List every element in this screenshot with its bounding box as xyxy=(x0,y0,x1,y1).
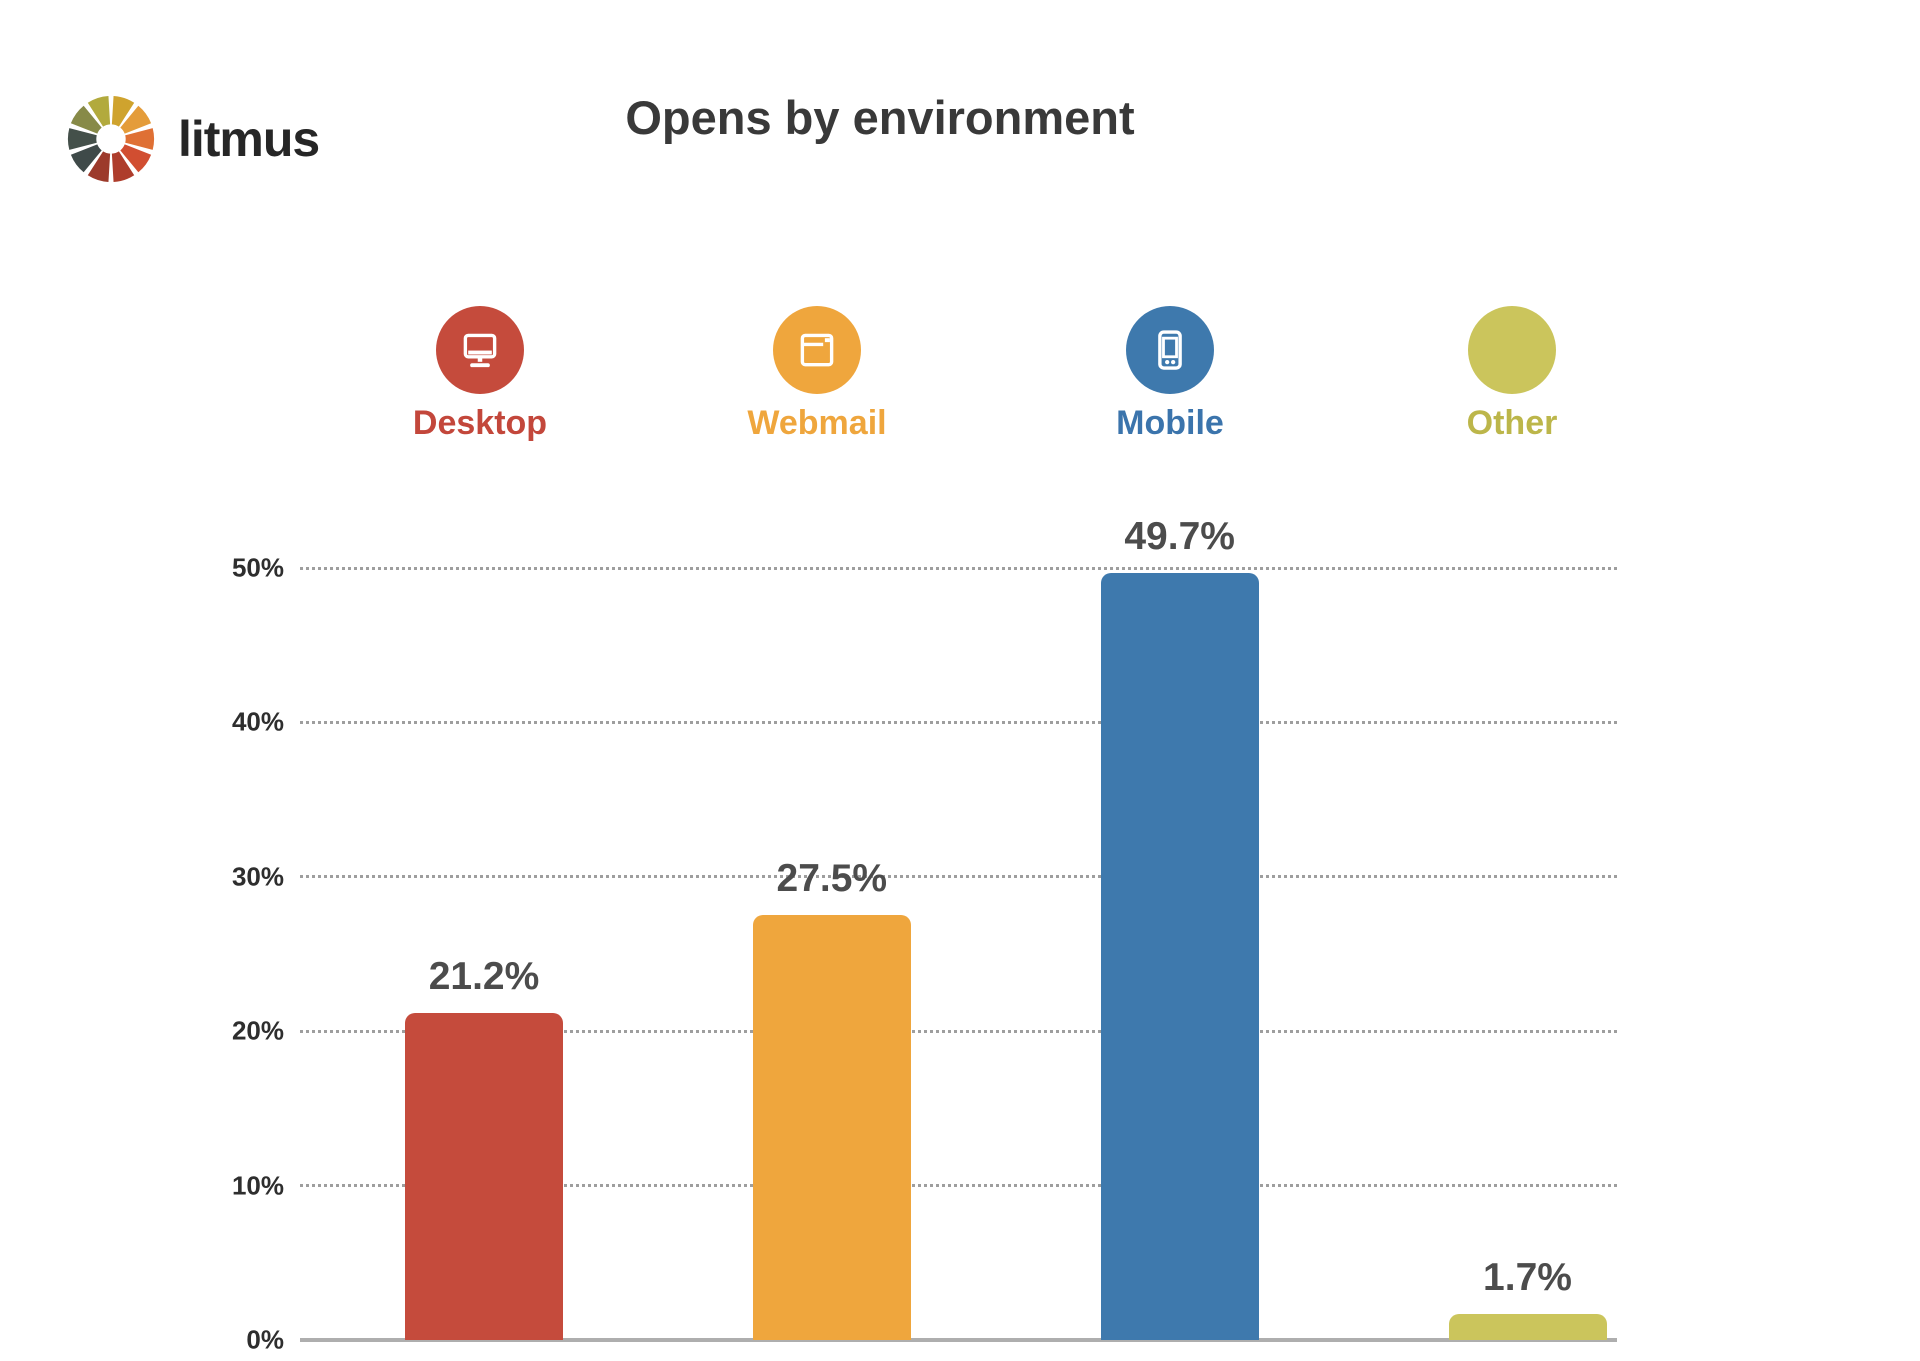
legend-label-webmail: Webmail xyxy=(747,404,887,442)
desktop-icon xyxy=(436,306,524,394)
x-axis-baseline xyxy=(300,1338,1617,1342)
wheel-segment xyxy=(70,105,102,134)
gridline-20 xyxy=(300,1029,1617,1033)
mobile-icon xyxy=(1126,306,1214,394)
ytick-label-30: 30% xyxy=(231,861,284,892)
brand-name: litmus xyxy=(178,111,320,167)
value-label-other: 1.7% xyxy=(1483,1255,1572,1299)
gridline-40 xyxy=(300,720,1617,724)
legend-item-mobile: Mobile xyxy=(1030,306,1310,443)
legend-item-webmail: Webmail xyxy=(677,306,957,443)
litmus-logo: litmus xyxy=(64,92,320,186)
wheel-segment xyxy=(67,128,97,150)
ytick-label-0: 0% xyxy=(246,1324,284,1355)
value-label-mobile: 49.7% xyxy=(1124,514,1235,558)
value-label-webmail: 27.5% xyxy=(776,857,888,901)
wheel-segment xyxy=(125,128,155,150)
desktop-icon-glyph xyxy=(463,333,497,368)
gridline-50 xyxy=(300,566,1617,570)
ytick-label-50: 50% xyxy=(231,552,284,583)
legend-label-mobile: Mobile xyxy=(1116,404,1224,442)
legend-label-desktop: Desktop xyxy=(412,404,548,442)
gridline-30 xyxy=(300,875,1617,879)
bar-webmail xyxy=(752,915,911,1340)
ytick-label-20: 20% xyxy=(231,1015,284,1046)
legend-item-desktop: Desktop xyxy=(340,306,620,443)
wheel-segment xyxy=(120,105,152,134)
wheel-segment xyxy=(70,144,102,173)
bar-other xyxy=(1448,1313,1607,1340)
wheel-segment xyxy=(111,95,135,127)
legend-item-other: Other xyxy=(1372,306,1652,443)
value-label-desktop: 21.2% xyxy=(428,954,540,998)
webmail-icon xyxy=(773,306,861,394)
bar-mobile xyxy=(1100,572,1259,1340)
bar-desktop xyxy=(405,1012,563,1340)
wheel-segment xyxy=(87,95,111,127)
legend-label-other: Other xyxy=(1466,404,1558,442)
wheel-segment xyxy=(120,144,152,173)
gridline-10 xyxy=(300,1184,1617,1188)
chart-title: Opens by environment xyxy=(625,91,1135,144)
ytick-label-40: 40% xyxy=(231,706,284,737)
plot-area: 0% 10% 20% 30% 40% 50% 21.2% 27.5% 49.7% 1.7% xyxy=(232,440,1617,1355)
wheel-segment xyxy=(111,151,135,183)
other-icon xyxy=(1468,306,1556,394)
ytick-label-10: 10% xyxy=(231,1170,284,1201)
wheel-segment xyxy=(87,151,111,183)
webmail-icon-glyph xyxy=(800,333,834,367)
mobile-icon-glyph xyxy=(1158,330,1182,370)
litmus-wheel-icon xyxy=(67,95,155,183)
